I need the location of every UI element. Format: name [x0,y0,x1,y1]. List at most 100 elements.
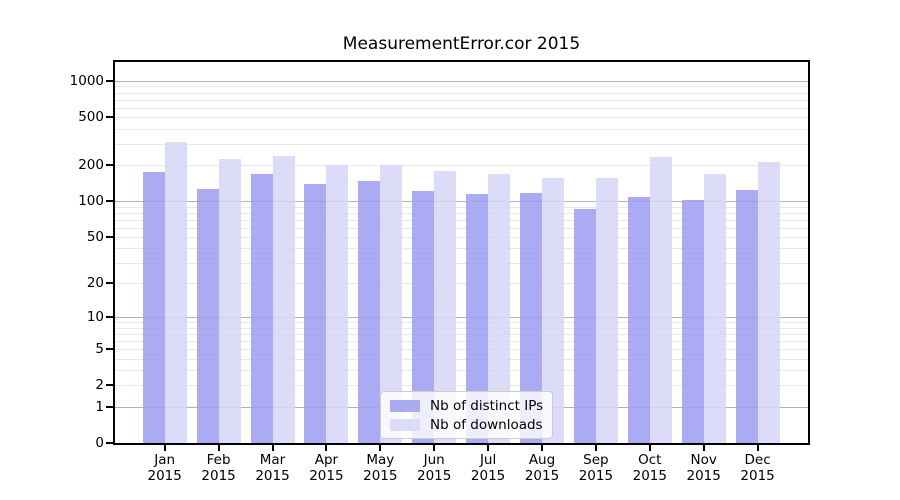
y-tick-mark [106,164,113,166]
gridline-major [115,201,808,203]
gridline-minor [115,322,808,324]
gridline-minor [115,206,808,208]
y-tick-label: 10 [86,309,104,326]
bar-distinct-ips [681,199,704,443]
gridline-minor [115,92,808,94]
x-tick-year: 2015 [363,467,398,484]
gridline-major [115,80,808,82]
y-tick-label: 500 [78,109,104,126]
x-tick-year: 2015 [255,467,290,484]
x-tick-label: Oct 2015 [620,452,680,484]
x-tick-label: Mar 2015 [243,452,303,484]
y-tick-label: 50 [86,228,104,245]
bar-downloads [164,142,187,443]
gridline-minor [115,117,808,119]
x-tick-month: Aug [528,452,556,468]
gridline-minor [115,248,808,250]
y-tick-label: 5 [95,341,104,358]
x-tick-label: Feb 2015 [189,452,249,484]
x-tick-mark [379,445,382,451]
x-tick-year: 2015 [686,467,721,484]
gridline-minor [115,86,808,88]
bar-distinct-ips [735,190,758,443]
bar-downloads [272,155,295,443]
gridline-minor [115,283,808,285]
legend-label: Nb of downloads [430,416,543,433]
bar-distinct-ips [196,189,219,443]
x-tick-label: Jan 2015 [135,452,195,484]
x-tick-month: Dec [744,452,771,468]
x-tick-mark [433,445,436,451]
gridline-minor [115,212,808,214]
x-tick-mark [594,445,597,451]
bar-distinct-ips [250,174,273,443]
bar-distinct-ips [573,208,596,443]
bar-downloads [649,157,672,443]
x-tick-label: Nov 2015 [674,452,734,484]
gridline-minor [115,107,808,109]
bar-distinct-ips [412,191,435,443]
x-tick-year: 2015 [470,467,506,484]
y-tick-mark [106,79,113,82]
x-tick-month: Jun [423,452,445,468]
gridline-minor [115,227,808,229]
x-tick-mark [271,445,274,451]
x-tick-month: Jan [154,452,176,468]
distinct-ips-swatch [390,399,420,412]
bar-downloads [434,171,457,443]
chart-title: MeasurementError.cor 2015 [342,34,581,54]
x-tick-month: Jul [479,452,497,468]
gridline-minor [115,349,808,351]
y-tick-mark [106,405,113,408]
bar-distinct-ips [304,183,327,443]
x-tick-mark [217,445,220,451]
gridline-minor [115,358,808,360]
x-tick-year: 2015 [417,467,452,484]
y-tick-mark [106,348,113,351]
y-tick-label: 2 [95,377,104,394]
x-tick-mark [163,445,166,451]
y-tick-mark [106,442,113,444]
x-tick-year: 2015 [740,467,775,484]
bar-downloads [380,165,403,443]
x-tick-year: 2015 [147,467,182,484]
y-tick-label: 0 [95,435,104,451]
bar-distinct-ips [142,172,165,443]
y-tick-mark [106,116,113,119]
y-tick-label: 200 [78,157,104,173]
x-tick-year: 2015 [578,467,614,484]
y-tick-label: 1 [95,398,104,415]
x-tick-label: Sep 2015 [566,452,626,484]
x-tick-label: May 2015 [350,452,410,484]
bar-distinct-ips [627,197,650,443]
gridline-minor [115,327,808,329]
x-tick-year: 2015 [524,467,560,484]
y-tick-mark [106,282,113,285]
x-tick-month: Apr [314,452,339,468]
bar-distinct-ips [358,180,381,443]
bar-downloads [326,165,349,443]
gridline-minor [115,165,808,166]
x-tick-label: Aug 2015 [512,452,572,484]
x-tick-month: Oct [638,452,662,468]
y-tick-label: 100 [78,193,104,210]
x-tick-year: 2015 [201,467,236,484]
gridline-major [115,317,808,319]
x-tick-month: Feb [206,452,231,468]
x-tick-mark [648,445,651,451]
gridline-minor [115,341,808,342]
y-tick-mark [106,235,113,238]
plot-area: Nb of distinct IPs Nb of downloads [113,60,810,445]
x-tick-label: Apr 2015 [296,452,356,484]
x-tick-mark [702,445,705,451]
x-tick-month: Sep [583,452,609,468]
x-tick-month: May [366,452,395,468]
bar-downloads [595,178,618,443]
x-tick-mark [325,445,328,451]
y-tick-mark [106,200,113,203]
legend-item: Nb of downloads [390,416,543,433]
gridline-minor [115,99,808,101]
bar-downloads [757,161,780,443]
x-tick-mark [756,445,759,451]
